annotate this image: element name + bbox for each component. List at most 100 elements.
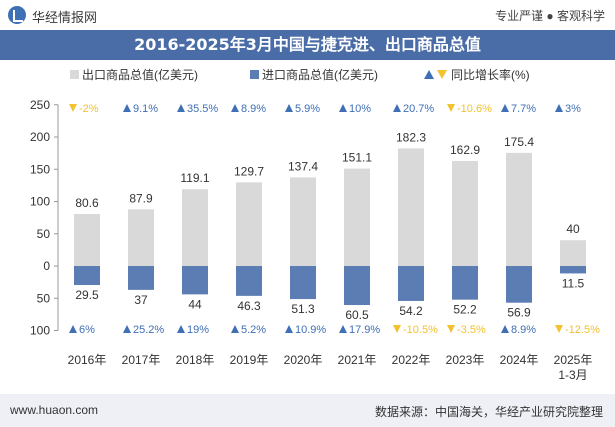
top-bar: 华经情报网 专业严谨 ● 客观科学	[0, 0, 615, 30]
legend-down-arrow-icon	[437, 70, 447, 79]
import-growth-up-arrow-icon	[339, 325, 347, 333]
export-growth-label: 5.9%	[295, 103, 320, 115]
import-growth-up-arrow-icon	[285, 325, 293, 333]
import-bar	[398, 266, 424, 301]
legend-up-arrow-icon	[424, 70, 434, 79]
export-growth-up-arrow-icon	[123, 104, 131, 112]
export-value-label: 40	[566, 222, 580, 236]
import-growth-label: 5.2%	[241, 324, 266, 336]
site-url: www.huaon.com	[10, 403, 99, 417]
import-bar	[290, 266, 316, 300]
export-bar	[290, 177, 316, 266]
y-tick-label: 50	[37, 291, 51, 305]
huajing-logo-icon	[8, 6, 26, 24]
export-growth-label: -10.6%	[457, 103, 492, 115]
export-growth-label: 35.5%	[187, 103, 218, 115]
import-growth-up-arrow-icon	[231, 325, 239, 333]
export-growth-down-arrow-icon	[447, 104, 455, 112]
legend-import-swatch	[250, 70, 259, 79]
y-tick-label: 250	[30, 98, 50, 112]
y-tick-label: 100	[30, 324, 50, 338]
import-value-label: 46.3	[237, 299, 261, 313]
export-value-label: 175.4	[504, 135, 534, 149]
import-growth-label: 17.9%	[349, 324, 380, 336]
title-bar: 2016-2025年3月中国与捷克进、出口商品总值	[0, 30, 615, 60]
x-category-label: 2024年	[500, 353, 539, 367]
import-value-label: 60.5	[345, 308, 369, 322]
import-bar	[452, 266, 478, 300]
import-growth-label: -10.5%	[403, 324, 438, 336]
x-category-label: 2017年	[122, 353, 161, 367]
x-category-label: 2025年	[554, 353, 593, 367]
export-value-label: 137.4	[288, 159, 318, 173]
import-value-label: 54.2	[399, 304, 423, 318]
import-value-label: 11.5	[562, 276, 585, 290]
import-growth-down-arrow-icon	[393, 325, 401, 333]
footer: www.huaon.com 数据来源：中国海关，华经产业研究院整理	[0, 394, 615, 427]
import-value-label: 44	[188, 297, 202, 311]
export-growth-label: 10%	[349, 103, 371, 115]
import-growth-label: 19%	[187, 324, 209, 336]
import-value-label: 51.3	[291, 302, 315, 316]
export-value-label: 151.1	[342, 151, 372, 165]
legend-export-label: 出口商品总值(亿美元)	[82, 67, 198, 82]
y-tick-label: 200	[30, 130, 50, 144]
legend-export-swatch	[70, 70, 79, 79]
import-value-label: 52.2	[453, 303, 477, 317]
slogan: 专业严谨 ● 客观科学	[495, 9, 605, 23]
legend-import-label: 进口商品总值(亿美元)	[262, 67, 378, 82]
x-category-label: 2018年	[176, 353, 215, 367]
import-growth-label: -3.5%	[457, 324, 486, 336]
import-value-label: 37	[134, 293, 148, 307]
export-bar	[344, 168, 370, 266]
import-bar	[128, 266, 154, 290]
x-category-label: 2021年	[338, 353, 377, 367]
y-tick-label: 50	[37, 227, 51, 241]
brand-name: 华经情报网	[32, 10, 98, 25]
chart: 出口商品总值(亿美元) 进口商品总值(亿美元) 同比增长率(%) 250 200 150 1…	[30, 67, 600, 382]
import-growth-label: 8.9%	[511, 324, 536, 336]
export-growth-up-arrow-icon	[177, 104, 185, 112]
y-tick-label: 100	[30, 195, 50, 209]
x-category-label: 1-3月	[558, 368, 587, 382]
x-category-label: 2022年	[392, 353, 431, 367]
import-bar	[506, 266, 532, 303]
import-value-label: 56.9	[507, 306, 531, 320]
x-category-label: 2023年	[446, 353, 485, 367]
export-growth-label: 20.7%	[403, 103, 434, 115]
data-source: 数据来源：中国海关，华经产业研究院整理	[374, 405, 603, 419]
export-growth-up-arrow-icon	[339, 104, 347, 112]
export-value-label: 119.1	[180, 171, 209, 185]
import-bar	[74, 266, 100, 286]
y-tick-label: 0	[43, 259, 50, 273]
export-value-label: 182.3	[396, 130, 426, 144]
export-value-label: 80.6	[75, 196, 99, 210]
x-category-label: 2020年	[284, 353, 323, 367]
export-growth-up-arrow-icon	[393, 104, 401, 112]
y-tick-label: 150	[30, 162, 50, 176]
import-bar	[344, 266, 370, 306]
export-growth-down-arrow-icon	[69, 104, 77, 112]
import-growth-up-arrow-icon	[177, 325, 185, 333]
import-growth-down-arrow-icon	[447, 325, 455, 333]
export-bar	[506, 152, 532, 266]
export-growth-label: 9.1%	[133, 103, 158, 115]
legend-growth-label: 同比增长率(%)	[451, 67, 530, 82]
import-growth-down-arrow-icon	[555, 325, 563, 333]
import-growth-label: 6%	[79, 324, 95, 336]
import-bar	[236, 266, 262, 296]
export-bar	[236, 182, 262, 266]
export-bar	[452, 160, 478, 266]
export-growth-up-arrow-icon	[501, 104, 509, 112]
export-growth-label: 8.9%	[241, 103, 266, 115]
import-value-label: 29.5	[75, 288, 99, 302]
import-bar	[560, 266, 586, 274]
chart-title: 2016-2025年3月中国与捷克进、出口商品总值	[134, 35, 481, 54]
export-growth-up-arrow-icon	[285, 104, 293, 112]
export-growth-label: -2%	[79, 103, 99, 115]
export-bar	[398, 148, 424, 266]
x-category-label: 2019年	[230, 353, 269, 367]
import-growth-up-arrow-icon	[501, 325, 509, 333]
import-growth-label: -12.5%	[565, 324, 600, 336]
export-value-label: 87.9	[129, 191, 153, 205]
